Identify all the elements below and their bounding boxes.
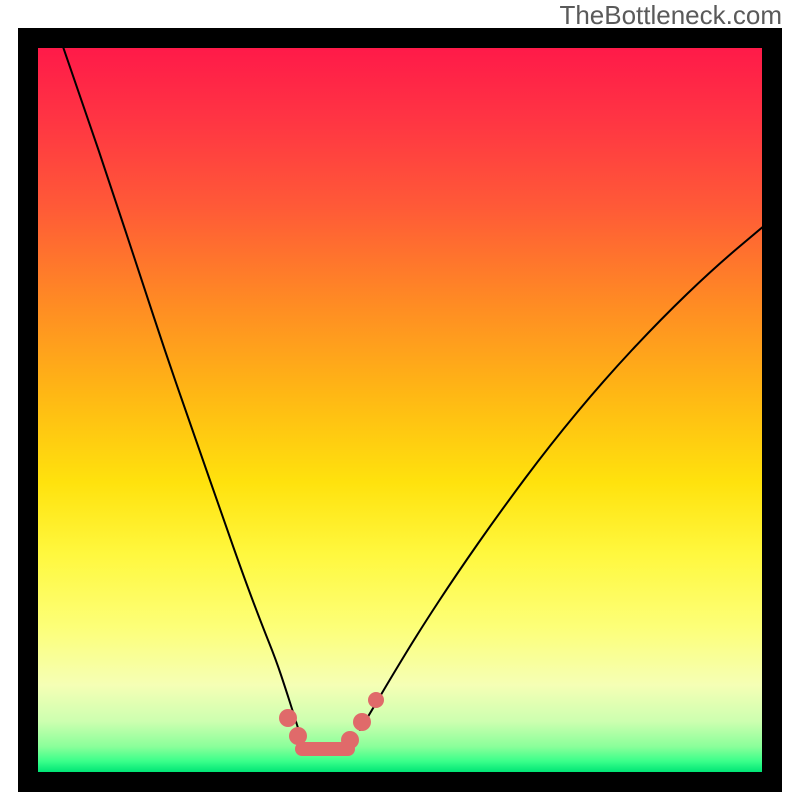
trough-dot-2	[341, 731, 359, 749]
chart-overlay-svg	[38, 48, 762, 772]
trough-dot-1	[289, 727, 307, 745]
trough-dot-3	[353, 713, 371, 731]
curve-left-branch	[60, 48, 298, 728]
chart-stage: TheBottleneck.com	[0, 0, 800, 800]
trough-dot-0	[279, 709, 297, 727]
trough-dot-4	[368, 692, 384, 708]
watermark-text: TheBottleneck.com	[559, 0, 782, 31]
curve-right-branch	[360, 225, 762, 730]
